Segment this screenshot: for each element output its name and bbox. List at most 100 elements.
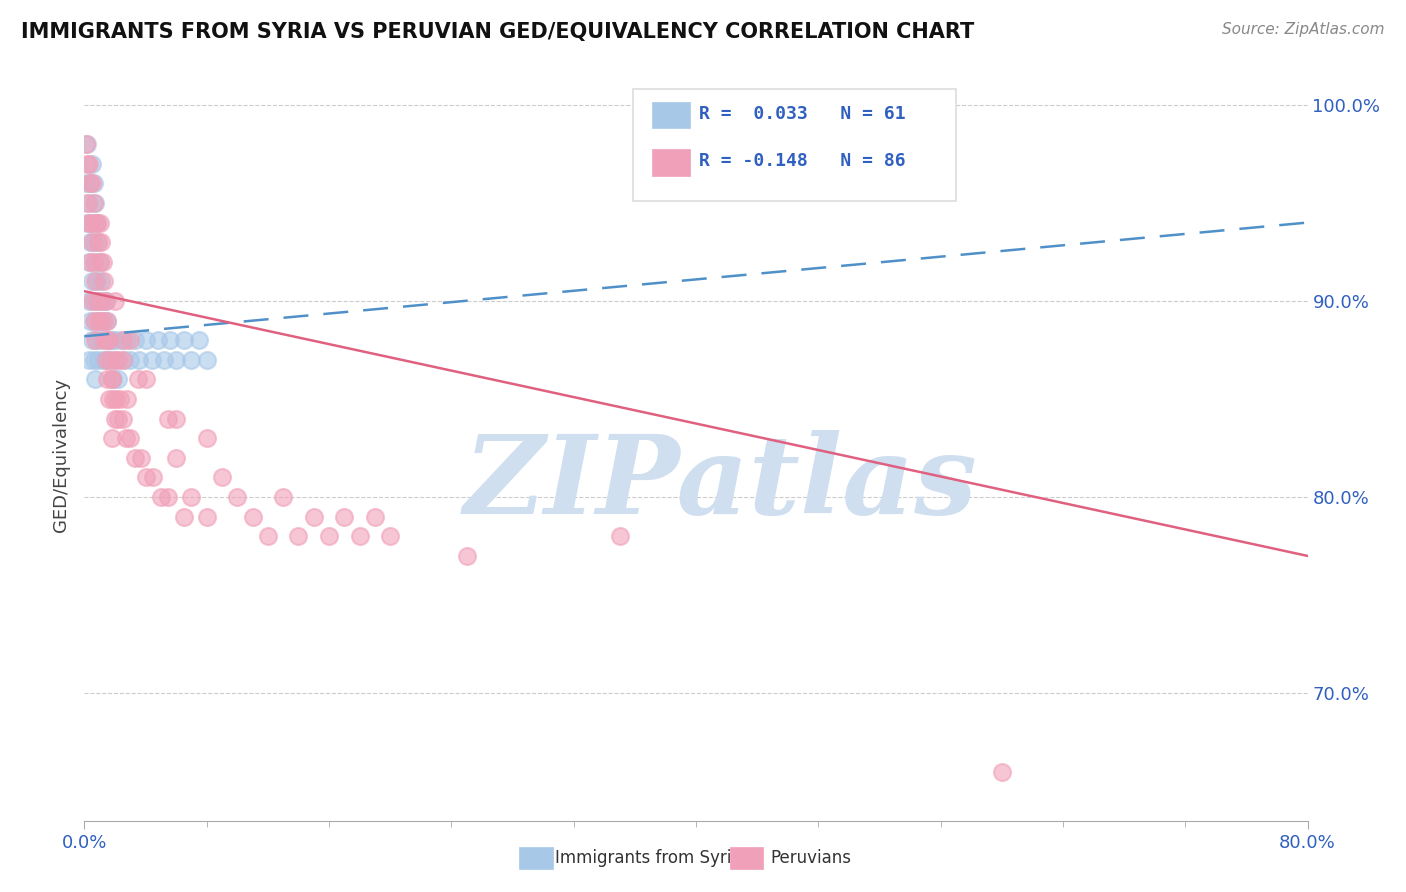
Point [83,254,105,268]
Point [80,177,103,191]
Point [96,372,118,386]
Point [991,764,1014,779]
Point [96,313,118,327]
Point [89,313,111,327]
Point [80,274,103,288]
Point [101,333,124,347]
Point [93,333,115,347]
Point [79,313,101,327]
Point [157,411,180,425]
Point [79,254,101,268]
Point [79,177,101,191]
Point [124,450,146,465]
Point [349,529,371,543]
Point [89,313,111,327]
Point [141,352,163,367]
Point [142,470,165,484]
Point [180,490,202,504]
Point [107,372,129,386]
Point [91,352,114,367]
Point [91,313,114,327]
Point [165,352,187,367]
Point [111,352,134,367]
Point [124,333,146,347]
Point [120,431,142,445]
Point [110,333,132,347]
Point [79,177,101,191]
Point [135,470,157,484]
Point [86,215,108,229]
Point [90,274,112,288]
Point [83,313,105,327]
Point [87,235,110,249]
Point [609,529,631,543]
Point [94,352,117,367]
Point [120,333,142,347]
Point [195,431,218,445]
Point [79,215,101,229]
Point [90,235,112,249]
Point [211,470,233,484]
Point [129,450,152,465]
Point [77,352,100,367]
Point [135,372,157,386]
Point [87,235,110,249]
Point [127,372,149,386]
Point [180,352,202,367]
Point [77,157,100,171]
Point [165,450,187,465]
Point [89,215,111,229]
Point [333,509,356,524]
Point [101,372,124,386]
Point [84,372,107,386]
Point [96,333,118,347]
Point [195,509,218,524]
Point [157,490,180,504]
Point [84,254,107,268]
Point [456,549,478,563]
Point [76,137,98,152]
Point [90,293,112,308]
Point [87,352,110,367]
Point [80,293,103,308]
Text: R =  0.033   N = 61: R = 0.033 N = 61 [699,105,905,123]
Point [108,392,131,406]
Point [83,235,105,249]
Point [302,509,325,524]
Point [80,157,103,171]
Point [135,333,157,347]
Point [257,529,280,543]
Point [86,274,108,288]
Point [195,352,218,367]
Point [114,431,136,445]
Point [86,333,108,347]
Point [165,411,187,425]
Point [84,215,107,229]
Point [188,333,211,347]
Point [75,137,97,152]
Point [159,333,181,347]
Point [128,352,150,367]
Point [96,313,118,327]
Point [90,333,112,347]
Point [89,254,111,268]
Point [76,157,98,171]
Point [80,333,103,347]
Point [83,196,105,211]
Point [91,293,114,308]
Text: R = -0.148   N = 86: R = -0.148 N = 86 [699,153,905,170]
Point [105,392,128,406]
Point [84,333,107,347]
Point [83,352,105,367]
Point [98,352,121,367]
Point [84,196,107,211]
Point [94,352,117,367]
Point [104,293,127,308]
Text: Immigrants from Syria: Immigrants from Syria [555,849,742,867]
Point [173,333,195,347]
Point [120,352,142,367]
Point [86,293,108,308]
Point [93,313,115,327]
Point [75,177,97,191]
Point [103,372,125,386]
